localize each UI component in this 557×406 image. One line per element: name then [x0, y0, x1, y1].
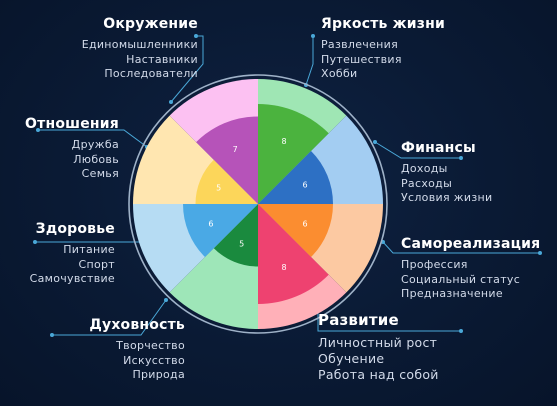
connector-dot-environment: [169, 100, 173, 104]
health-item: Питание: [63, 243, 115, 256]
score-label-health: 6: [208, 220, 213, 229]
finance-title: Финансы: [401, 140, 476, 156]
score-sector-brightness: [258, 104, 329, 204]
finance-items: Доходы Расходы Условия жизни: [401, 162, 492, 206]
relations-items: Дружба Любовь Семья: [25, 138, 119, 182]
score-sector-environment: [196, 116, 258, 204]
brightness-item: Путешествия: [321, 52, 402, 66]
label-brightness: Яркость жизни Развлечения Путешествия Хо…: [321, 16, 445, 82]
self-realization-item: Профессия: [401, 258, 468, 271]
score-labels: 8 6 6 8 5 6 5 7: [208, 137, 307, 272]
relations-item: Дружба: [71, 138, 119, 151]
development-items: Личностный рост Обучение Работа над собо…: [318, 335, 439, 383]
self-realization-item: Социальный статус: [401, 272, 521, 286]
finance-item: Условия жизни: [401, 191, 493, 204]
development-item: Обучение: [318, 351, 385, 366]
score-label-finance: 6: [303, 181, 308, 190]
connector-dot-environment: [194, 34, 198, 38]
connector-dot-health: [33, 240, 37, 244]
health-item: Спорт: [78, 257, 115, 271]
outer-ring: [128, 74, 388, 334]
score-label-brightness: 8: [281, 137, 286, 146]
finance-item: Доходы: [401, 162, 448, 175]
environment-item: Наставники: [126, 52, 198, 66]
development-item: Работа над собой: [318, 367, 439, 382]
score-label-self_realization: 6: [303, 220, 308, 229]
label-development: Развитие Личностный рост Обучение Работа…: [318, 311, 439, 383]
connector-dot-development: [459, 329, 463, 333]
health-item: Самочувствие: [29, 272, 115, 285]
spirituality-item: Творчество: [116, 339, 185, 352]
health-title: Здоровье: [35, 221, 115, 237]
inner-sectors: [183, 104, 333, 304]
label-health: Здоровье Питание Спорт Самочувствие: [30, 221, 115, 287]
score-sector-development: [258, 204, 329, 304]
brightness-item: Хобби: [321, 67, 358, 80]
connector-finance: [374, 141, 461, 159]
self-realization-items: Профессия Социальный статус Предназначен…: [401, 258, 540, 302]
relations-item: Любовь: [73, 152, 119, 166]
score-label-spirituality: 5: [239, 239, 244, 248]
finance-item: Расходы: [401, 176, 453, 190]
score-sector-relations: [195, 159, 258, 204]
brightness-item: Развлечения: [321, 38, 399, 51]
connector-lines: [33, 34, 542, 337]
connector-relations: [38, 129, 148, 148]
score-sector-spirituality: [213, 204, 258, 267]
connector-dot-finance: [373, 140, 377, 144]
score-sector-health: [183, 204, 258, 258]
connector-brightness: [305, 36, 314, 86]
score-sector-finance: [258, 150, 333, 204]
brightness-items: Развлечения Путешествия Хобби: [321, 38, 445, 82]
development-title: Развитие: [318, 311, 399, 329]
connector-dot-brightness: [311, 34, 315, 38]
health-items: Питание Спорт Самочувствие: [30, 243, 115, 287]
relations-title: Отношения: [25, 116, 119, 132]
self-realization-item: Предназначение: [401, 287, 503, 300]
connector-self_realization: [382, 241, 540, 254]
score-label-environment: 7: [233, 145, 238, 154]
connector-dot-self_realization: [538, 251, 542, 255]
score-label-development: 8: [281, 263, 286, 272]
spirituality-item: Природа: [132, 368, 185, 381]
environment-items: Единомышленники Наставники Последователи: [82, 38, 198, 82]
spirituality-item: Искусство: [123, 353, 185, 367]
connector-dot-spirituality: [50, 333, 54, 337]
environment-title: Окружение: [103, 16, 198, 32]
spirituality-title: Духовность: [89, 317, 185, 333]
spirituality-items: Творчество Искусство Природа: [89, 339, 185, 383]
label-finance: Финансы Доходы Расходы Условия жизни: [401, 140, 492, 206]
label-environment: Окружение Единомышленники Наставники Пос…: [82, 16, 198, 82]
label-spirituality: Духовность Творчество Искусство Природа: [89, 317, 185, 383]
connector-spirituality: [52, 299, 167, 336]
development-item: Личностный рост: [318, 335, 438, 350]
score-label-relations: 5: [216, 184, 221, 193]
brightness-title: Яркость жизни: [321, 16, 446, 32]
self-realization-title: Самореализация: [401, 236, 541, 252]
relations-item: Семья: [81, 167, 119, 180]
environment-item: Последователи: [104, 67, 198, 80]
label-relations: Отношения Дружба Любовь Семья: [25, 116, 119, 182]
connector-dot-finance: [459, 156, 463, 160]
label-self-realization: Самореализация Профессия Социальный стат…: [401, 236, 540, 302]
connector-environment: [170, 35, 204, 103]
connector-dot-relations: [36, 128, 40, 132]
score-sector-self_realization: [258, 204, 333, 258]
environment-item: Единомышленники: [81, 38, 198, 51]
connector-dot-spirituality: [164, 298, 168, 302]
